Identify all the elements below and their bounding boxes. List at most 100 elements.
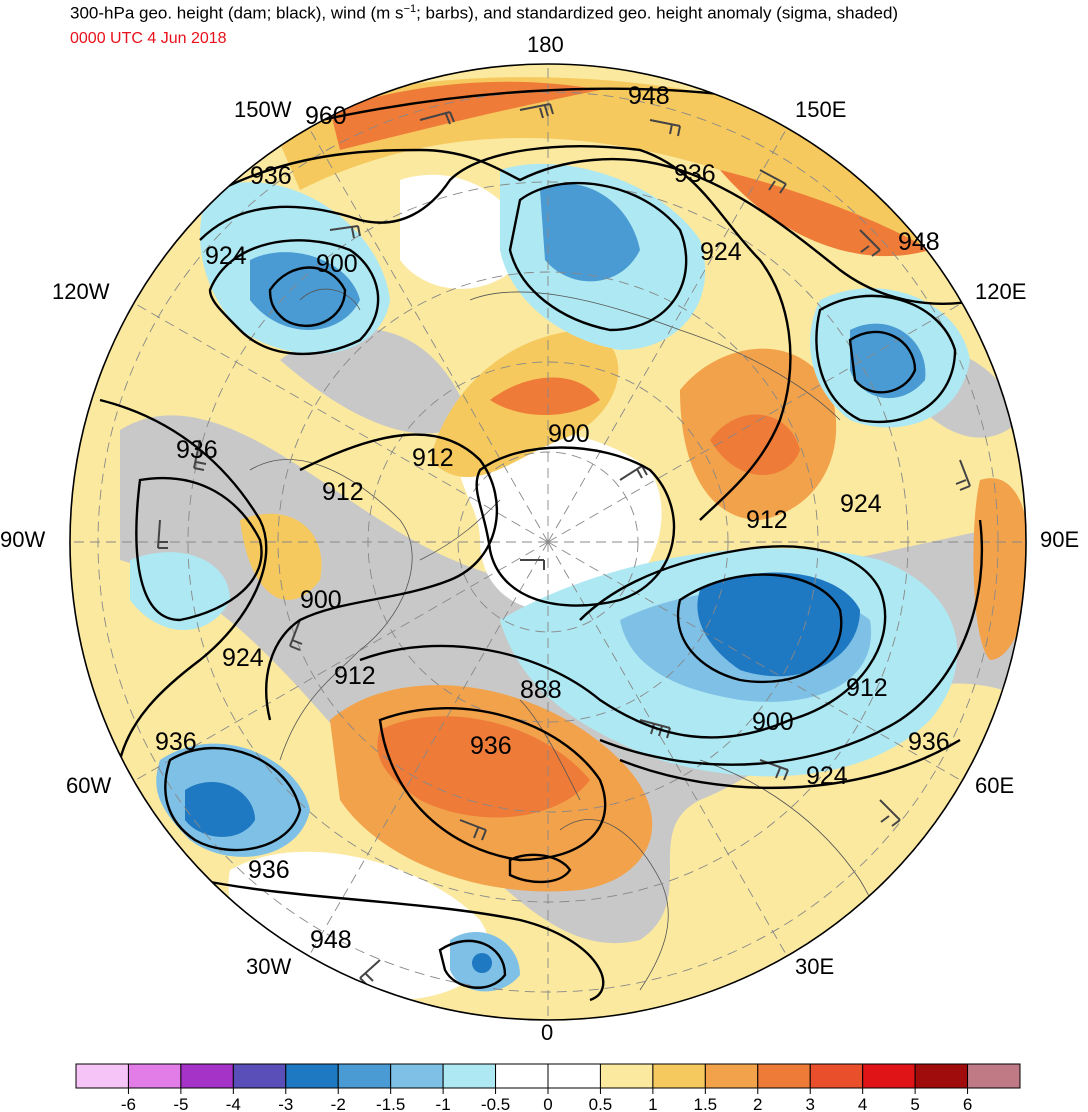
title-suffix: ; barbs), and standardized geo. height a… xyxy=(416,3,899,23)
colorbar-box xyxy=(809,1063,864,1089)
contour-label: 912 xyxy=(846,674,888,702)
wind-barbs xyxy=(157,103,971,986)
white-area xyxy=(400,174,530,289)
colorbar-box xyxy=(127,1063,182,1089)
colorbar-label: -1.5 xyxy=(376,1095,405,1112)
lon-label-90e: 90E xyxy=(1040,527,1079,552)
colorbar-boxes xyxy=(75,1063,1021,1089)
graticule xyxy=(70,64,1026,1020)
contour-label: 936 xyxy=(470,732,512,760)
colorbar-box xyxy=(599,1063,654,1089)
colorbar-box xyxy=(442,1063,497,1089)
contour-label: 936 xyxy=(908,728,950,756)
lon-label-180: 180 xyxy=(527,32,564,57)
contour-label: 900 xyxy=(548,420,590,448)
contour-label: 924 xyxy=(806,762,848,790)
contour-label: 948 xyxy=(310,926,352,954)
contour-label: 936 xyxy=(176,436,218,464)
contour-label: 900 xyxy=(752,708,794,736)
colorbar-label: 0 xyxy=(543,1095,552,1112)
contour-label: 924 xyxy=(205,242,247,270)
contour-label: 936 xyxy=(155,728,197,756)
lon-label-30e: 30E xyxy=(795,954,834,979)
map-field xyxy=(70,64,1026,1020)
contour-label: 888 xyxy=(520,676,562,704)
colorbar-label: -0.5 xyxy=(481,1095,510,1112)
colorbar-box xyxy=(862,1063,916,1089)
colorbar-label: -3 xyxy=(278,1095,293,1112)
contour-labels: 960 948 936 948 924 936 900 924 936 912 … xyxy=(155,82,950,954)
colorbar-box xyxy=(390,1063,444,1089)
colorbar-box xyxy=(75,1063,129,1089)
lon-label-0: 0 xyxy=(541,1020,553,1045)
valid-time: 0000 UTC 4 Jun 2018 xyxy=(70,30,227,47)
cold-core xyxy=(540,183,640,282)
colorbar-box xyxy=(495,1063,549,1089)
lon-label-150e: 150E xyxy=(795,97,846,122)
lon-label-120w: 120W xyxy=(52,279,110,304)
contour-label: 912 xyxy=(322,478,364,506)
warm-core xyxy=(377,716,590,818)
contour-label: 948 xyxy=(898,228,940,256)
colorbar-box xyxy=(337,1063,392,1089)
warm-core xyxy=(710,414,800,475)
gray-patch xyxy=(280,328,470,434)
polar-map: 960 948 936 948 924 936 900 924 936 912 … xyxy=(0,32,1079,1045)
colorbar-box xyxy=(704,1063,759,1089)
contour-label: 936 xyxy=(674,160,716,188)
lon-label-150w: 150W xyxy=(234,97,292,122)
lon-label-60w: 60W xyxy=(66,773,111,798)
cold-core xyxy=(185,781,255,837)
colorbar-label: -6 xyxy=(121,1095,136,1112)
colorbar: -6 -5 -4 -3 -2 -1.5 -1 -0.5 0 0.5 1 1.5 2 3 4 5 6 xyxy=(75,1063,1021,1112)
colorbar-label: 5 xyxy=(910,1095,919,1112)
colorbar-label: 6 xyxy=(963,1095,972,1112)
cold-core xyxy=(850,323,926,399)
warm-core xyxy=(490,377,600,415)
colorbar-label: 1 xyxy=(648,1095,657,1112)
colorbar-label: -2 xyxy=(331,1095,346,1112)
cold-core xyxy=(250,252,360,330)
title-exponent: −1 xyxy=(403,3,417,15)
contour-label: 948 xyxy=(628,82,670,110)
colorbar-label: 2 xyxy=(753,1095,762,1112)
longitude-labels: 180 150E 120E 90E 60E 30E 0 30W 60W 90W … xyxy=(0,32,1079,1045)
lon-label-90w: 90W xyxy=(0,527,45,552)
contour-label: 900 xyxy=(316,250,358,278)
contour-label: 912 xyxy=(334,662,376,690)
warm-edge-east xyxy=(973,478,1026,660)
lon-label-30w: 30W xyxy=(246,954,291,979)
warm-core xyxy=(330,81,600,150)
map-boundary xyxy=(69,63,1027,1021)
colorbar-label: 4 xyxy=(858,1095,867,1112)
cold-core xyxy=(697,572,860,677)
contour-label: 912 xyxy=(412,444,454,472)
contour-label: 924 xyxy=(222,644,264,672)
colorbar-box xyxy=(652,1063,706,1089)
colorbar-box xyxy=(180,1063,234,1089)
colorbar-label: 3 xyxy=(805,1095,814,1112)
colorbar-label: -4 xyxy=(226,1095,241,1112)
contour-label: 936 xyxy=(248,856,290,884)
contour-label: 912 xyxy=(746,506,788,534)
map-title: 300-hPa geo. height (dam; black), wind (… xyxy=(70,3,898,24)
colorbar-label: -5 xyxy=(173,1095,188,1112)
contour-label: 960 xyxy=(305,102,347,130)
colorbar-box xyxy=(914,1063,969,1089)
colorbar-box xyxy=(285,1063,339,1089)
title-prefix: 300-hPa geo. height (dam; black), wind (… xyxy=(70,3,404,23)
contour-label: 900 xyxy=(300,586,342,614)
colorbar-label: -1 xyxy=(436,1095,451,1112)
warm-core xyxy=(720,170,930,257)
colorbar-label: 1.5 xyxy=(694,1095,718,1112)
lon-label-60e: 60E xyxy=(975,773,1014,798)
colorbar-label: 0.5 xyxy=(589,1095,613,1112)
colorbar-box xyxy=(547,1063,601,1089)
cold-core xyxy=(472,953,492,973)
colorbar-box xyxy=(232,1063,287,1089)
colorbar-labels: -6 -5 -4 -3 -2 -1.5 -1 -0.5 0 0.5 1 1.5 2 3 4 5 6 xyxy=(121,1088,972,1112)
contour-label: 924 xyxy=(840,490,882,518)
contour-label: 924 xyxy=(700,238,742,266)
colorbar-box xyxy=(757,1063,811,1089)
contour-label: 936 xyxy=(250,162,292,190)
